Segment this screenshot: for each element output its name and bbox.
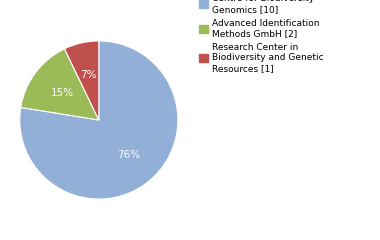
Legend: Centre for Biodiversity
Genomics [10], Advanced Identification
Methods GmbH [2],: Centre for Biodiversity Genomics [10], A… (197, 0, 326, 75)
Text: 7%: 7% (80, 70, 97, 80)
Text: 76%: 76% (117, 150, 140, 160)
Text: 15%: 15% (51, 88, 74, 98)
Wedge shape (65, 41, 99, 120)
Wedge shape (21, 49, 99, 120)
Wedge shape (20, 41, 178, 199)
